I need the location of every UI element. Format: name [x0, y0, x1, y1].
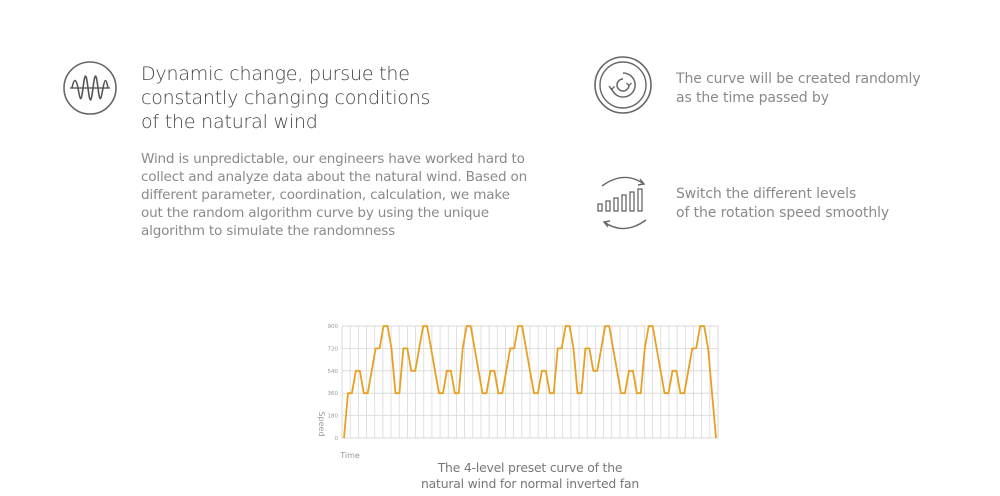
heading-line: Dynamic change, pursue the	[141, 63, 410, 85]
feature-heading: Dynamic change, pursue the constantly ch…	[141, 62, 521, 134]
y-tick-label: 360	[328, 391, 339, 397]
feature-description: Wind is unpredictable, our engineers hav…	[141, 150, 581, 240]
feature-line: Switch the different levels	[676, 186, 857, 202]
feature-line: The curve will be created randomly	[676, 71, 921, 87]
description-line: different parameter, coordination, calcu…	[141, 187, 510, 203]
speed-levels-icon	[594, 172, 654, 234]
feature-line: as the time passed by	[676, 90, 829, 106]
heading-line: of the natural wind	[141, 111, 318, 133]
y-tick-label: 720	[328, 346, 339, 352]
speed-chart: 0 180 360 540 720 900 Speed Time	[300, 316, 730, 462]
y-tick-label: 540	[328, 369, 339, 375]
description-line: Wind is unpredictable, our engineers hav…	[141, 151, 525, 167]
random-curve-icon	[592, 54, 654, 116]
speed-curve-line	[343, 325, 717, 439]
caption-line: natural wind for normal inverted fan	[420, 476, 640, 491]
y-tick-label: 900	[328, 324, 339, 330]
feature-line: of the rotation speed smoothly	[676, 205, 890, 221]
caption-line: The 4-level preset curve of the	[437, 460, 623, 475]
y-tick-label: 0	[335, 436, 339, 442]
y-axis-label: Speed	[317, 411, 326, 436]
random-curve-text: The curve will be created randomly as th…	[676, 70, 921, 108]
chart-caption: The 4-level preset curve of the natural …	[380, 460, 680, 492]
speed-levels-text: Switch the different levels of the rotat…	[676, 185, 889, 223]
description-line: algorithm to simulate the randomness	[141, 223, 396, 239]
description-line: collect and analyze data about the natur…	[141, 169, 528, 185]
waveform-icon	[62, 60, 118, 116]
description-line: out the random algorithm curve by using …	[141, 205, 489, 221]
y-tick-label: 180	[328, 414, 339, 420]
heading-line: constantly changing conditions	[141, 87, 431, 109]
x-axis-label: Time	[339, 451, 360, 460]
